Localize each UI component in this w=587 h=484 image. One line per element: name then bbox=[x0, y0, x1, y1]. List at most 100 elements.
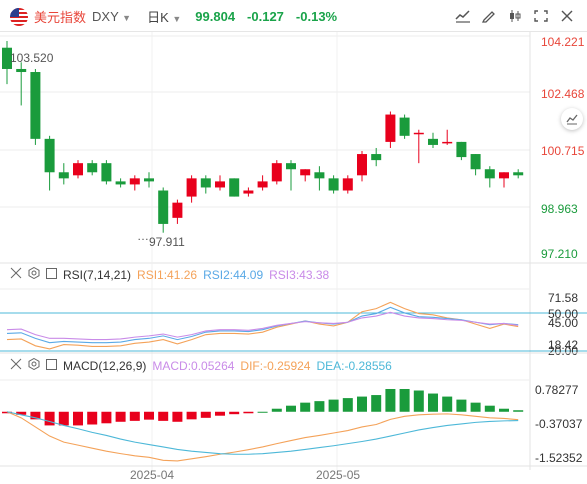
high-price-annotation: 103.520 bbox=[10, 51, 54, 65]
candle-body bbox=[87, 163, 98, 173]
close-icon[interactable] bbox=[557, 7, 577, 25]
macd-histogram-bar bbox=[257, 411, 268, 413]
candle-body bbox=[2, 47, 12, 69]
candle-body bbox=[200, 178, 211, 188]
candle-body bbox=[442, 141, 453, 144]
candle-body bbox=[499, 172, 509, 179]
price-axis-label: 97.210 bbox=[541, 247, 578, 261]
rsi-axis-label: 18.42 bbox=[548, 338, 578, 352]
rsi2-line bbox=[6, 306, 519, 344]
toolbar-actions bbox=[453, 7, 577, 25]
candle-body bbox=[144, 178, 154, 182]
settings-icon[interactable] bbox=[28, 357, 40, 373]
rsi-axis-label: 50.00 bbox=[548, 307, 578, 321]
macd-histogram-bar bbox=[314, 401, 325, 412]
checkbox-icon[interactable] bbox=[46, 267, 57, 282]
candle-body bbox=[229, 178, 240, 197]
macd-layer bbox=[2, 388, 524, 462]
candle-type-icon[interactable] bbox=[505, 7, 525, 25]
indicator-menu-icon[interactable] bbox=[566, 113, 578, 125]
line-chart-icon[interactable] bbox=[453, 7, 473, 25]
chevron-down-icon[interactable]: ▼ bbox=[172, 14, 182, 24]
macd-axis-label: 0.78277 bbox=[535, 383, 579, 397]
low-price-annotation: 97.911 bbox=[149, 235, 185, 249]
macd-histogram-bar bbox=[200, 411, 211, 418]
rsi2-value: RSI2:44.09 bbox=[203, 267, 264, 282]
draw-icon[interactable] bbox=[479, 7, 499, 25]
macd-label: MACD(12,26,9) bbox=[63, 358, 147, 373]
chevron-down-icon[interactable]: ▼ bbox=[122, 13, 132, 23]
macd-axis-label: -1.52352 bbox=[535, 451, 583, 465]
candle-body bbox=[428, 138, 438, 145]
dea-line bbox=[6, 411, 519, 455]
dea-value: DEA:-0.28556 bbox=[316, 358, 392, 373]
price-axis-label: 104.221 bbox=[541, 35, 585, 49]
macd-histogram-bar bbox=[144, 411, 154, 420]
indicator-menu-button[interactable] bbox=[561, 108, 583, 130]
macd-histogram-bar bbox=[44, 411, 55, 426]
checkbox-icon[interactable] bbox=[46, 358, 57, 373]
macd-histogram-bar bbox=[186, 411, 197, 420]
candle-body bbox=[186, 178, 197, 197]
instrument-symbol[interactable]: DXY bbox=[92, 9, 119, 24]
fullscreen-icon[interactable] bbox=[531, 7, 551, 25]
x-axis-label: 2025-04 bbox=[130, 468, 174, 482]
macd-histogram-bar bbox=[158, 411, 169, 421]
candle-body bbox=[342, 178, 353, 191]
macd-histogram-bar bbox=[101, 411, 112, 424]
settings-icon[interactable] bbox=[28, 266, 40, 282]
candle-body bbox=[399, 117, 410, 136]
candle-body bbox=[172, 202, 183, 218]
period-selector[interactable]: 日K ▼ bbox=[147, 7, 181, 26]
macd-histogram-bar bbox=[16, 411, 27, 415]
macd-histogram-bar bbox=[30, 411, 41, 420]
macd-histogram-bar bbox=[484, 405, 495, 412]
macd-histogram-bar bbox=[271, 408, 282, 412]
rsi-label: RSI(7,14,21) bbox=[63, 267, 132, 282]
macd-histogram-bar bbox=[385, 388, 396, 412]
candle-body bbox=[271, 163, 282, 182]
macd-histogram-bar bbox=[371, 395, 382, 412]
macd-histogram-bar bbox=[456, 399, 467, 412]
price-change: -0.127 bbox=[247, 9, 284, 24]
candle-body bbox=[115, 181, 126, 185]
candle-body bbox=[470, 154, 481, 170]
candle-body bbox=[16, 68, 27, 73]
dif-line bbox=[6, 411, 519, 462]
macd-histogram-bar bbox=[413, 390, 424, 412]
candle-body bbox=[73, 163, 83, 176]
candle-body bbox=[413, 132, 424, 135]
candles-layer bbox=[2, 41, 524, 233]
macd-histogram-bar bbox=[87, 411, 98, 425]
period-label[interactable]: 日K bbox=[147, 10, 169, 25]
price-axis-label: 100.715 bbox=[541, 144, 585, 158]
candle-body bbox=[257, 181, 268, 188]
rsi3-line bbox=[6, 311, 519, 341]
candle-body bbox=[328, 178, 339, 191]
collapse-icon[interactable] bbox=[10, 358, 22, 373]
macd-histogram-bar bbox=[58, 411, 69, 426]
candle-body bbox=[215, 181, 225, 188]
macd-histogram-bar bbox=[442, 396, 453, 412]
collapse-icon[interactable] bbox=[10, 267, 22, 282]
candle-body bbox=[243, 190, 254, 194]
price-axis: 104.221 102.468 100.715 98.963 97.210 bbox=[541, 35, 585, 261]
macd-axis-label: -0.37037 bbox=[535, 417, 583, 431]
rsi-header: RSI(7,14,21) RSI1:41.26 RSI2:44.09 RSI3:… bbox=[10, 266, 330, 282]
macd-value: MACD:0.05264 bbox=[152, 358, 235, 373]
price-change-percent: -0.13% bbox=[295, 9, 338, 24]
macd-histogram-bar bbox=[286, 405, 296, 412]
candle-body bbox=[129, 178, 140, 185]
instrument-symbol-selector[interactable]: DXY ▼ bbox=[92, 9, 131, 24]
rsi3-value: RSI3:43.38 bbox=[269, 267, 330, 282]
rsi-axis-label: 71.58 bbox=[548, 291, 578, 305]
macd-histogram-bar bbox=[215, 411, 225, 416]
macd-histogram-bar bbox=[73, 411, 83, 426]
macd-histogram-bar bbox=[243, 411, 254, 414]
macd-histogram-bar bbox=[428, 393, 438, 412]
macd-histogram-bar bbox=[357, 396, 367, 412]
candle-body bbox=[58, 172, 69, 179]
macd-histogram-bar bbox=[499, 408, 509, 412]
candle-body bbox=[385, 114, 396, 142]
